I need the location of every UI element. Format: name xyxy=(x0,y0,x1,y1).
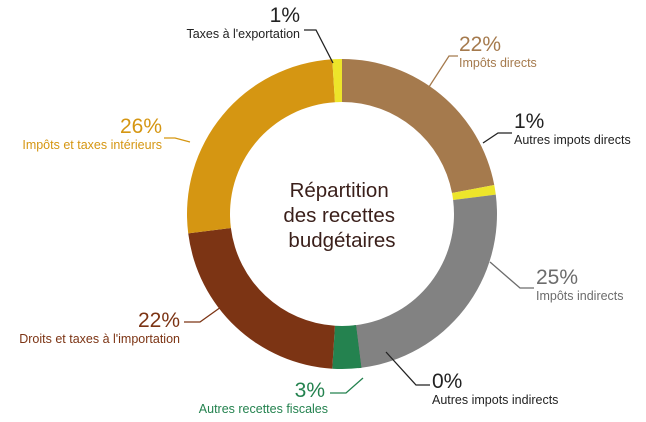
slice-impots-indirects xyxy=(356,194,497,368)
percent-droits-et-taxes-a-l-importation: 22% xyxy=(138,309,180,332)
slice-impots-directs xyxy=(342,59,495,194)
leader-impots-directs xyxy=(426,55,458,91)
donut-slices xyxy=(187,59,497,369)
label-droits-et-taxes-a-l-importation: Droits et taxes à l'importation xyxy=(19,332,180,346)
center-title-line-2: des recettes xyxy=(283,204,395,227)
slice-autres-recettes-fiscales xyxy=(332,325,362,369)
label-taxes-a-l-exportation: Taxes à l'exportation xyxy=(186,27,300,41)
center-title-line-3: budgétaires xyxy=(288,229,395,252)
leader-autres-impots-directs xyxy=(482,132,512,144)
leader-lines xyxy=(164,29,534,394)
slice-taxes-a-l-exportation xyxy=(332,59,342,103)
leader-droits-et-taxes-a-l-importation xyxy=(184,301,229,323)
percent-autres-recettes-fiscales: 3% xyxy=(295,379,325,402)
percent-impots-indirects: 25% xyxy=(536,266,578,289)
leader-impots-et-taxes-interieurs xyxy=(164,137,191,143)
slice-autres-impots-directs xyxy=(452,184,496,200)
percent-taxes-a-l-exportation: 1% xyxy=(270,4,300,27)
label-impots-indirects: Impôts indirects xyxy=(536,289,624,303)
label-impots-et-taxes-interieurs: Impôts et taxes intérieurs xyxy=(22,138,162,152)
percent-autres-impots-directs: 1% xyxy=(514,110,544,133)
leader-autres-impots-indirects xyxy=(385,351,430,386)
leader-impots-indirects xyxy=(489,261,534,289)
slice-droits-et-taxes-a-l-importation xyxy=(188,228,335,369)
center-title-line-1: Répartition xyxy=(290,179,389,202)
label-impots-directs: Impôts directs xyxy=(459,56,537,70)
label-autres-recettes-fiscales: Autres recettes fiscales xyxy=(199,402,328,416)
label-autres-impots-indirects: Autres impots indirects xyxy=(432,393,558,407)
leader-autres-recettes-fiscales xyxy=(330,377,364,394)
percent-impots-directs: 22% xyxy=(459,33,501,56)
percent-autres-impots-indirects: 0% xyxy=(432,370,462,393)
center-title: Répartition des recettes budgétaires xyxy=(283,179,400,252)
leader-taxes-a-l-exportation xyxy=(304,29,334,64)
label-autres-impots-directs: Autres impots directs xyxy=(514,133,631,147)
slice-impots-et-taxes-interieurs xyxy=(187,59,335,234)
percent-impots-et-taxes-interieurs: 26% xyxy=(120,115,162,138)
